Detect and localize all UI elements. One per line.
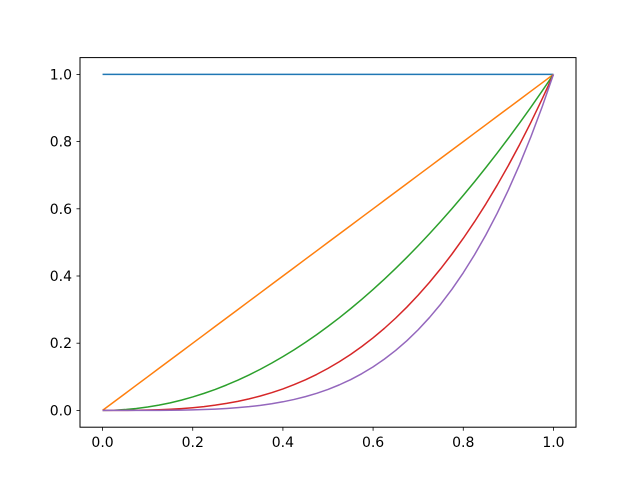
x-tick-label: 1.0 [542, 435, 564, 451]
x-tick-label: 0.8 [452, 435, 474, 451]
x-tick-label: 0.0 [91, 435, 113, 451]
y-tick-label: 1.0 [50, 67, 72, 83]
series-line-orange-linear-line [102, 73, 554, 412]
y-tick-label: 0.4 [50, 269, 72, 285]
series-line-red-cubic-curve [102, 74, 555, 412]
series-line-purple-quartic-curve [102, 74, 555, 412]
y-tick-label: 0.8 [50, 135, 72, 151]
x-tick-label: 0.6 [362, 435, 384, 451]
x-axis: 0.0 0.2 0.4 0.6 0.8 1.0 [91, 427, 565, 451]
plot-border [79, 57, 577, 428]
y-tick-label: 0.2 [50, 336, 72, 352]
y-axis: 0.0 0.2 0.4 0.6 0.8 1.0 [50, 67, 80, 419]
plot-lines [102, 73, 555, 412]
x-tick-label: 0.4 [272, 435, 294, 451]
series-line-green-quadratic-curve [102, 73, 555, 412]
plot-frame [79, 57, 577, 428]
y-tick-label: 0.0 [50, 403, 72, 419]
y-tick-label: 0.6 [50, 202, 72, 218]
x-tick-label: 0.2 [182, 435, 204, 451]
